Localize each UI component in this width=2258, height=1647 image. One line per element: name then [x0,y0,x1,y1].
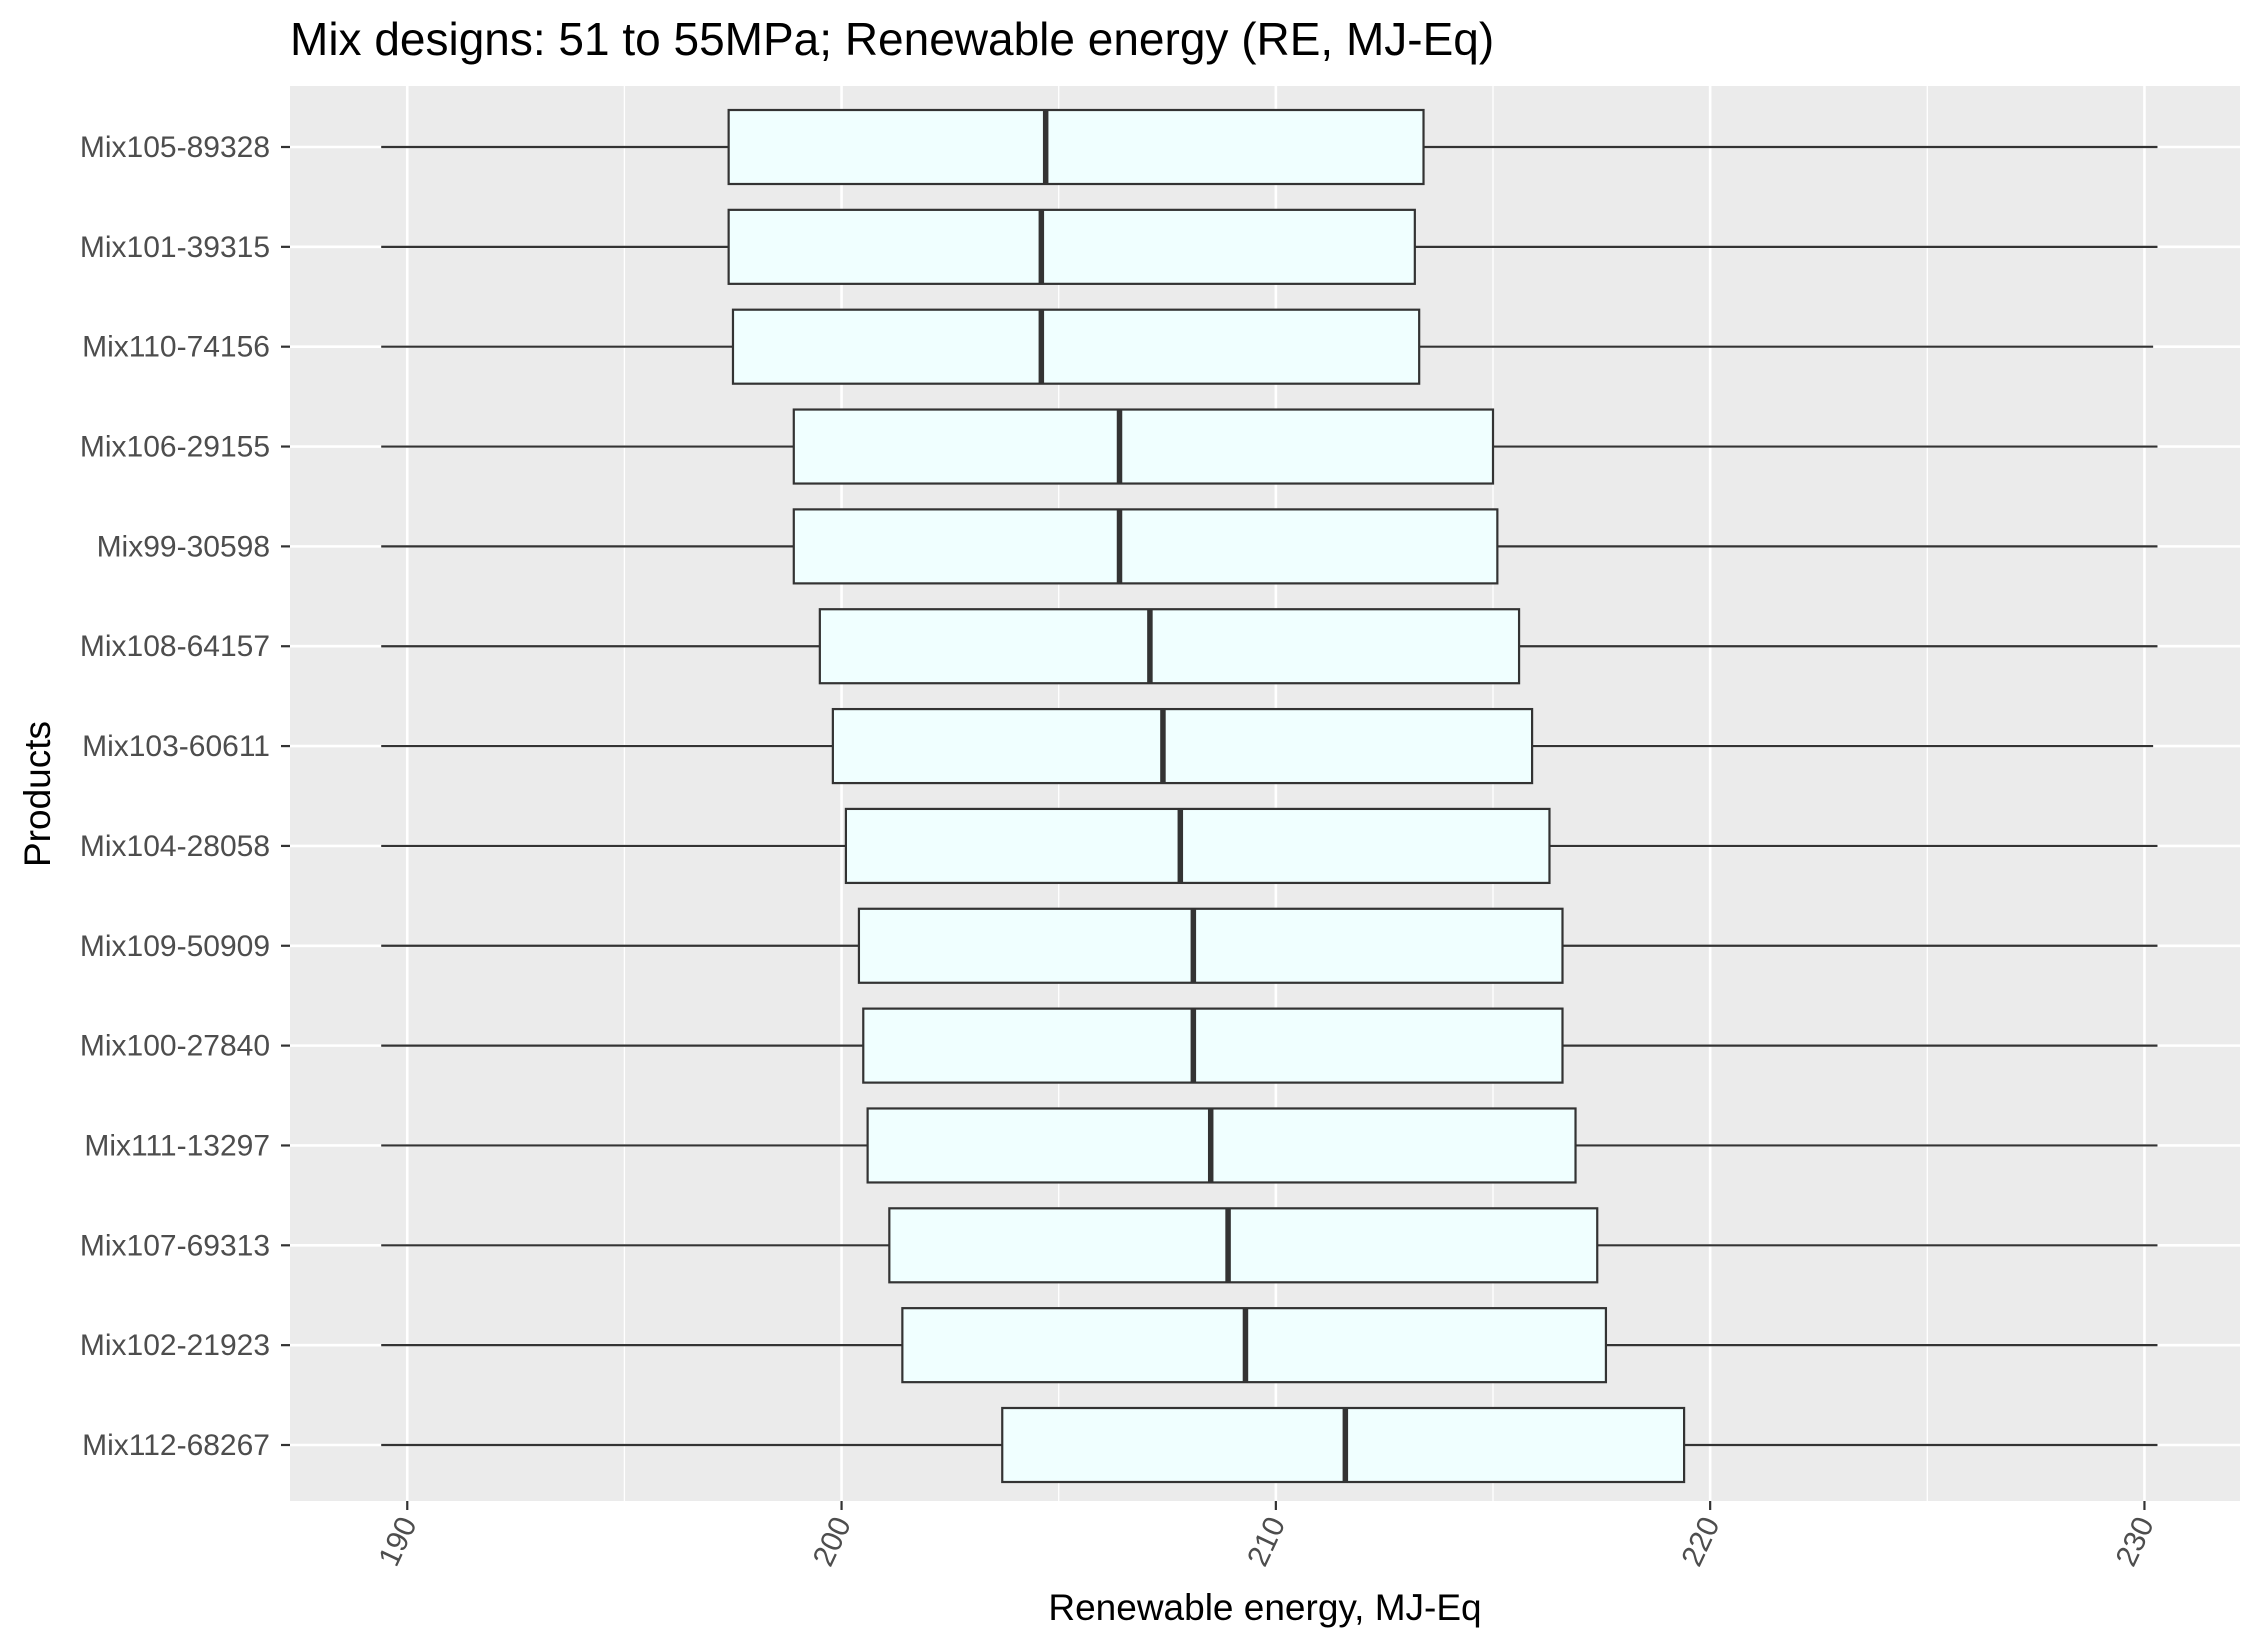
y-tick-label: Mix101-39315 [80,231,270,264]
box-Mix105-89328 [381,108,2158,186]
box-iqr [727,108,1425,186]
box-Mix109-50909 [381,907,2158,984]
y-tick-label: Mix99-30598 [97,530,270,563]
y-tick-label: Mix112-68267 [82,1429,270,1462]
y-tick-label: Mix102-21923 [80,1329,270,1362]
box-Mix112-68267 [381,1406,2158,1484]
box-Mix99-30598 [381,508,2158,585]
y-tick-label: Mix105-89328 [80,131,270,164]
box-iqr [792,408,1495,485]
box-iqr [792,508,1499,585]
box-Mix104-28058 [381,807,2158,885]
y-tick-label: Mix103-60611 [82,730,270,763]
boxes-layer [381,108,2158,1484]
box-iqr [844,807,1551,885]
box-iqr [866,1107,1577,1184]
y-tick-label: Mix110-74156 [82,331,270,364]
box-iqr [862,1007,1564,1084]
y-tick-label: Mix109-50909 [80,930,270,963]
y-axis-title: Products [17,721,58,867]
box-Mix106-29155 [381,408,2158,485]
box-Mix101-39315 [381,208,2158,285]
x-axis-title: Renewable energy, MJ-Eq [1048,1587,1481,1628]
box-iqr [731,308,1421,385]
box-iqr [888,1207,1599,1284]
y-tick-label: Mix111-13297 [84,1129,270,1162]
x-tick-label: 210 [1241,1512,1292,1571]
box-Mix110-74156 [381,308,2154,385]
x-axis-tick-labels: 190 200 210 220 230 [373,1501,2161,1571]
y-tick-label: Mix108-64157 [80,630,270,663]
x-tick-label: 220 [1675,1512,1726,1571]
box-iqr [857,907,1564,984]
box-Mix107-69313 [381,1207,2158,1284]
y-tick-label: Mix100-27840 [80,1030,270,1063]
x-tick-label: 200 [807,1512,858,1571]
box-Mix111-13297 [381,1107,2158,1184]
chart-title: Mix designs: 51 to 55MPa; Renewable ener… [290,13,1494,65]
box-iqr [818,608,1521,685]
box-Mix102-21923 [381,1307,2158,1384]
x-tick-label: 190 [373,1512,424,1571]
box-Mix108-64157 [381,608,2158,685]
box-Mix103-60611 [381,707,2154,785]
y-tick-label: Mix104-28058 [80,830,270,863]
box-iqr [901,1307,1608,1384]
plot-panel [290,86,2240,1501]
box-iqr [727,208,1416,285]
x-tick-label: 230 [2110,1512,2161,1571]
y-tick-label: Mix106-29155 [80,431,270,464]
box-iqr [831,707,1534,785]
box-Mix100-27840 [381,1007,2158,1084]
y-tick-label: Mix107-69313 [80,1229,270,1262]
y-axis-tick-labels: Mix105-89328 Mix101-39315 Mix110-74156 Mix1… [80,131,290,1462]
